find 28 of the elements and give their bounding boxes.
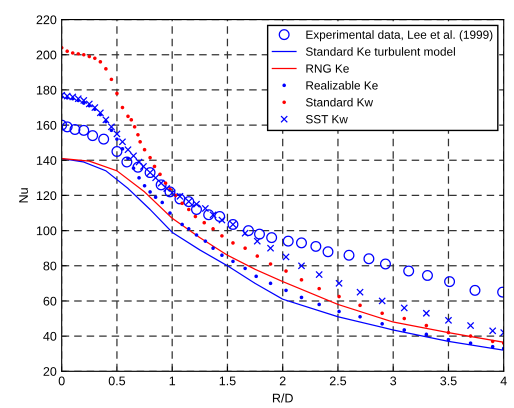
legend-label: RNG Ke	[306, 64, 349, 73]
y-tick-label: 80	[43, 262, 56, 270]
legend-label: Realizable Ke	[306, 80, 378, 90]
y-tick-label: 40	[43, 332, 56, 341]
y-tick-label: 120	[36, 191, 56, 200]
x-tick-label: 2	[280, 376, 286, 386]
legend-label: Experimental data, Lee et al. (1999)	[306, 30, 492, 42]
x-tick-label: 4	[500, 376, 507, 386]
legend-label: SST Kw	[306, 115, 348, 124]
y-tick-label: 140	[36, 156, 56, 165]
y-tick-label: 60	[44, 296, 56, 306]
x-tick-label: 3.5	[440, 376, 457, 386]
x-tick-label: 0.5	[108, 376, 126, 386]
x-tick-label: 3	[390, 376, 396, 386]
x-tick-label: 0	[58, 376, 65, 386]
x-tick-label: 2.5	[330, 376, 346, 386]
y-tick-label: 200	[36, 50, 56, 60]
x-tick-label: 1.5	[220, 376, 236, 386]
x-tick-label: 1	[170, 376, 176, 386]
y-axis-title: Nu	[19, 188, 28, 202]
legend-label: Standard Kw	[306, 98, 374, 107]
y-tick-label: 100	[36, 226, 56, 236]
y-tick-label: 180	[36, 86, 56, 95]
y-tick-label: 20	[44, 367, 56, 376]
y-tick-label: 220	[36, 15, 56, 24]
x-axis-title: R/D	[272, 393, 293, 403]
legend-label: Standard Ke turbulent model	[306, 47, 455, 56]
y-tick-label: 160	[36, 120, 56, 130]
